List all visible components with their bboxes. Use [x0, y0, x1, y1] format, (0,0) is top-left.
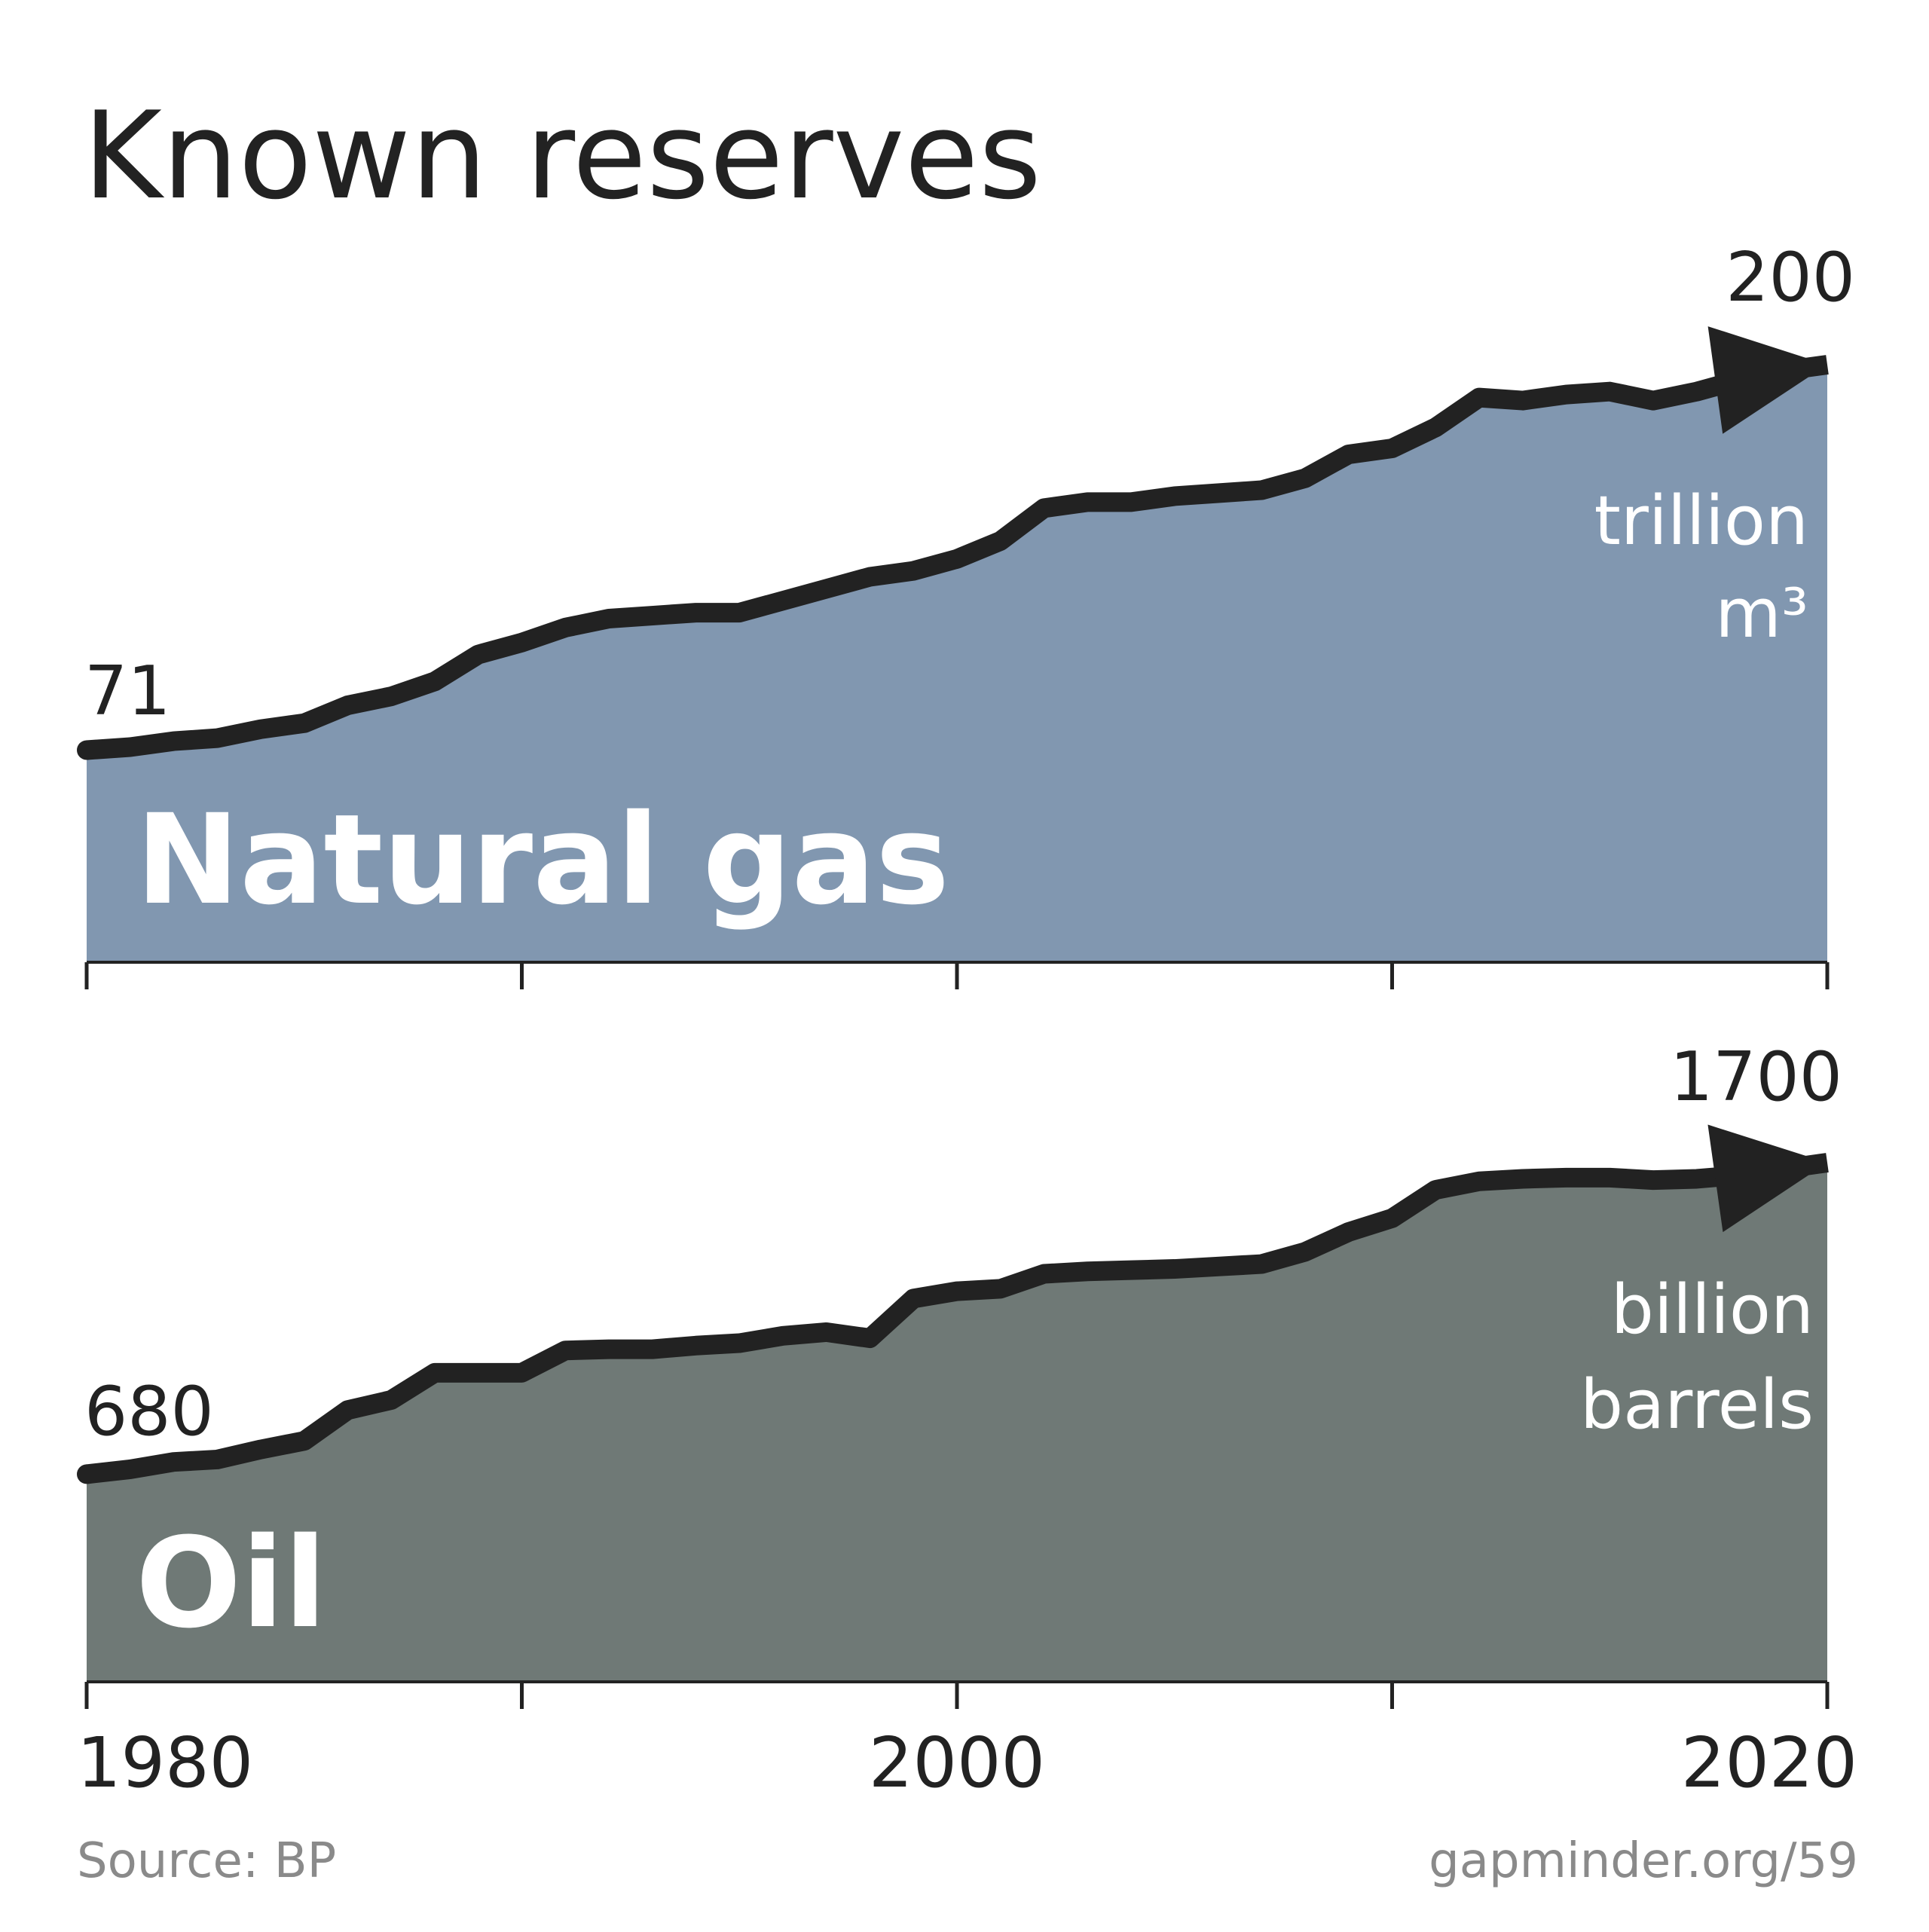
arrow-head — [1707, 326, 1827, 434]
line-start — [77, 1464, 96, 1484]
unit-label: barrels — [1580, 1365, 1814, 1444]
chart-title: Known reserves — [83, 85, 1041, 226]
value-label: 1700 — [1670, 1038, 1842, 1117]
line — [86, 355, 1829, 760]
value-label: 200 — [1726, 238, 1855, 317]
arrow-head — [1707, 1124, 1827, 1233]
unit-label: billion — [1611, 1270, 1814, 1350]
x-tick-label: 2000 — [869, 1723, 1045, 1803]
line-start — [77, 740, 96, 760]
source: Source: BP — [77, 1833, 336, 1889]
unit-label: trillion — [1594, 481, 1808, 561]
x-tick-label: 2020 — [1681, 1723, 1857, 1803]
value-label: 680 — [84, 1372, 214, 1451]
source-url: gapminder.org/59 — [1429, 1833, 1858, 1889]
series-label: Oil — [136, 1511, 326, 1655]
value-label: 71 — [84, 652, 171, 731]
series-label: Natural gas — [136, 787, 949, 932]
area — [87, 365, 1827, 962]
x-tick-label: 1980 — [77, 1723, 253, 1803]
unit-label: m³ — [1715, 574, 1808, 653]
area — [87, 1163, 1827, 1682]
line — [85, 1153, 1829, 1484]
